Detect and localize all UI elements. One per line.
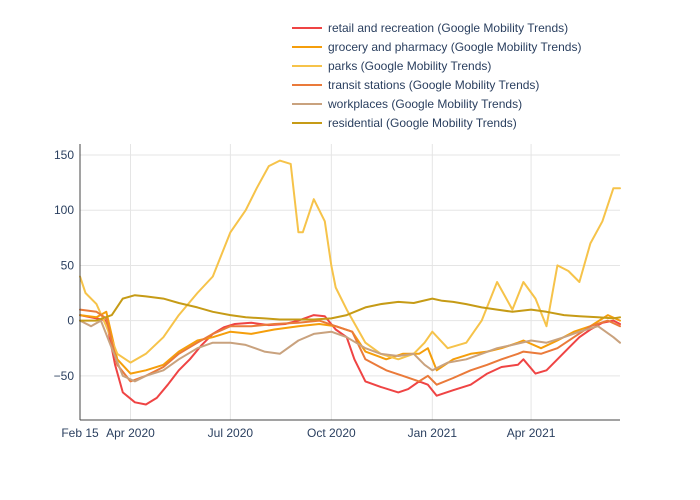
legend: retail and recreation (Google Mobility T…: [292, 21, 581, 130]
x-tick-label: Apr 2020: [106, 426, 155, 440]
legend-label-2: parks (Google Mobility Trends): [328, 59, 491, 73]
series-line-3: [79, 308, 621, 386]
x-tick-label: Jan 2021: [408, 426, 458, 440]
x-tick-label: Feb 15: [61, 426, 99, 440]
series-lines: [79, 159, 621, 406]
series-line-4: [79, 319, 621, 383]
grid-lines: [80, 144, 620, 420]
series-line-1: [79, 310, 621, 375]
x-tick-label: Apr 2021: [507, 426, 556, 440]
x-tick-label: Jul 2020: [208, 426, 254, 440]
x-tick-label: Oct 2020: [307, 426, 356, 440]
legend-label-5: residential (Google Mobility Trends): [328, 116, 517, 130]
series-line-2: [79, 159, 621, 364]
y-tick-label: 50: [61, 258, 75, 272]
series-line-5: [79, 294, 621, 322]
y-tick-label: 0: [67, 314, 74, 328]
axes: 150 100 50 0 −50 Feb 15 Apr 2020 Jul 2020 Oct 20…: [54, 144, 620, 440]
y-tick-label: 100: [54, 203, 74, 217]
y-tick-label: 150: [54, 148, 74, 162]
y-tick-label: −50: [54, 369, 75, 383]
series-line-0: [79, 314, 621, 406]
legend-label-4: workplaces (Google Mobility Trends): [327, 97, 522, 111]
legend-label-0: retail and recreation (Google Mobility T…: [328, 21, 568, 35]
legend-label-1: grocery and pharmacy (Google Mobility Tr…: [328, 40, 581, 54]
legend-label-3: transit stations (Google Mobility Trends…: [328, 78, 539, 92]
